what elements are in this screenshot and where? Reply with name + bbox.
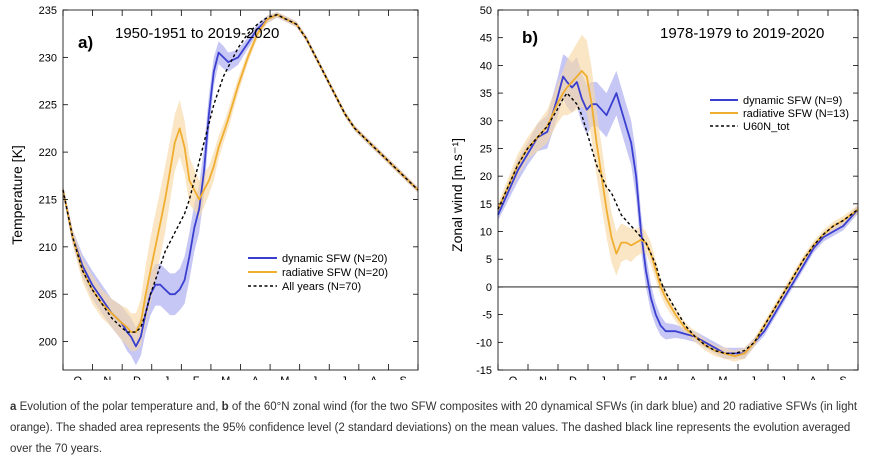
ylabel-b: Zonal wind [m.s⁻¹] <box>449 138 465 252</box>
x-tick-label: J <box>600 375 606 380</box>
confidence-band <box>63 11 418 352</box>
x-tick-label: M <box>221 375 230 380</box>
x-tick-label: S <box>839 375 846 380</box>
caption-letter-b: b <box>221 401 229 413</box>
legend-label: radiative SFW (N=20) <box>282 267 388 279</box>
caption-text-a: Evolution of the polar temperature and, <box>19 401 219 413</box>
x-tick-label: D <box>569 375 577 380</box>
series-line <box>62 13 419 348</box>
panel-title-b: 1978-1979 to 2019-2020 <box>660 25 824 42</box>
x-tick-label: D <box>133 375 141 380</box>
ylabel-a: Temperature [K] <box>9 145 25 245</box>
x-tick-label: M <box>658 375 667 380</box>
x-tick-label: N <box>103 375 111 380</box>
x-tick-label: J <box>312 375 318 380</box>
legend-label: U60N_tot <box>743 121 789 133</box>
y-tick-label: 210 <box>39 242 57 254</box>
legend-b: dynamic SFW (N=9)radiative SFW (N=13)U60… <box>710 95 849 133</box>
panel-label-b: b) <box>522 28 538 47</box>
x-tick-label: A <box>689 375 697 380</box>
y-tick-label: 25 <box>480 143 492 155</box>
x-tick-label: S <box>400 375 407 380</box>
legend-label: radiative SFW (N=13) <box>743 108 849 120</box>
series-line <box>497 92 859 355</box>
x-tick-label: J <box>164 375 170 380</box>
figure: 200205210215220225230235ONDJFMAMJJAS a) … <box>9 5 859 380</box>
y-tick-label: 45 <box>480 33 492 45</box>
confidence-band <box>498 54 858 359</box>
y-tick-label: -15 <box>476 365 492 377</box>
x-tick-label: J <box>750 375 756 380</box>
legend-a: dynamic SFW (N=20) radiative SFW (N=20) Al… <box>248 253 388 293</box>
x-tick-label: N <box>539 375 547 380</box>
caption-text-b: of the 60°N zonal wind (for the two SFW … <box>10 401 858 455</box>
x-tick-label: F <box>630 375 637 380</box>
y-tick-label: 10 <box>480 227 492 239</box>
y-tick-label: 220 <box>39 147 57 159</box>
x-tick-label: A <box>252 375 260 380</box>
y-tick-label: 200 <box>39 337 57 349</box>
y-tick-label: 5 <box>486 254 492 266</box>
series-line <box>497 75 859 355</box>
y-tick-label: -10 <box>476 337 492 349</box>
series-line <box>62 13 419 334</box>
y-tick-label: 235 <box>39 5 57 17</box>
x-tick-label: J <box>780 375 786 380</box>
y-tick-label: 20 <box>480 171 492 183</box>
x-tick-label: O <box>509 375 518 380</box>
panel-title-a: 1950-1951 to 2019-2020 <box>115 25 279 42</box>
panel-b-zonal-wind: -15 -10 -5 0 5 10 15 20 25 30 35 40 45 50 O N D J F M A M J J A S… <box>449 5 859 380</box>
y-tick-label: 40 <box>480 60 492 72</box>
figure-caption: a Evolution of the polar temperature and… <box>10 397 862 460</box>
x-tick-label: M <box>718 375 727 380</box>
confidence-band <box>498 34 858 362</box>
x-tick-label: A <box>370 375 378 380</box>
y-tick-label: 230 <box>39 52 57 64</box>
y-tick-label: 30 <box>480 116 492 128</box>
y-tick-label: 0 <box>486 282 492 294</box>
y-tick-label: 215 <box>39 194 57 206</box>
panel-label-a: a) <box>78 33 93 52</box>
y-tick-label: 15 <box>480 199 492 211</box>
x-tick-label: F <box>193 375 200 380</box>
caption-letter-a: a <box>10 401 17 413</box>
legend-label: All years (N=70) <box>282 281 361 293</box>
panel-a-temperature: 200205210215220225230235ONDJFMAMJJAS a) … <box>9 5 419 380</box>
y-tick-label: 35 <box>480 88 492 100</box>
y-tick-label: 205 <box>39 289 57 301</box>
legend-label: dynamic SFW (N=20) <box>282 253 387 265</box>
series-line <box>62 13 419 333</box>
y-tick-label: 225 <box>39 100 57 112</box>
y-tick-label: -5 <box>482 310 492 322</box>
y-tick-label: 50 <box>480 5 492 17</box>
x-tick-label: M <box>280 375 289 380</box>
legend-label: dynamic SFW (N=9) <box>743 95 842 107</box>
x-tick-label: O <box>74 375 83 380</box>
x-tick-label: J <box>341 375 347 380</box>
x-tick-label: A <box>809 375 817 380</box>
